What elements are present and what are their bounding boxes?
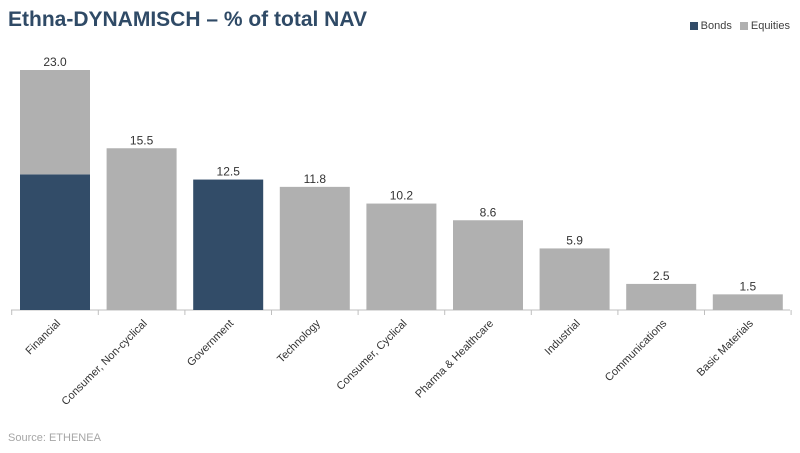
legend-item-equities: Equities	[739, 20, 790, 32]
bar-equities-pharma-and-healthcare	[453, 220, 523, 310]
legend-swatch-bonds	[689, 22, 698, 30]
data-label-financial: 23.0	[43, 55, 67, 69]
x-tick-label-consumer-cyclical: Consumer, Cyclical	[334, 318, 409, 393]
legend-label-bonds: Bonds	[700, 20, 732, 32]
bar-equities-consumer-cyclical	[366, 203, 437, 310]
bar-equities-basic-materials	[712, 294, 783, 310]
legend-swatch-equities	[739, 22, 748, 30]
data-label-technology: 11.8	[304, 172, 327, 186]
data-label-basic-materials: 1.5	[739, 279, 756, 293]
x-tick-label-government: Government	[185, 318, 236, 369]
bar-equities-industrial	[539, 248, 610, 310]
legend-item-bonds: Bonds	[689, 20, 732, 32]
source-note: Source: ETHENEA	[8, 432, 101, 444]
x-tick-label-technology: Technology	[275, 317, 323, 365]
bar-equities-financial	[20, 70, 90, 175]
x-tick-label-basic-materials: Basic Materials	[695, 317, 757, 379]
x-tick-label-consumer-non-cyclical: Consumer, Non-cyclical	[60, 318, 150, 408]
x-tick-label-financial: Financial	[24, 318, 64, 358]
data-label-communications: 2.5	[653, 269, 670, 283]
legend-label-equities: Equities	[750, 20, 790, 32]
data-label-consumer-cyclical: 10.2	[390, 189, 414, 203]
data-label-pharma-and-healthcare: 8.6	[480, 205, 497, 219]
bar-equities-technology	[279, 186, 350, 310]
legend: Bonds Equities	[689, 20, 790, 32]
chart-title: Ethna-DYNAMISCH – % of total NAV	[8, 8, 367, 31]
data-label-industrial: 5.9	[566, 233, 583, 247]
bar-bonds-financial	[20, 174, 90, 310]
x-tick-label-industrial: Industrial	[543, 318, 583, 358]
data-label-consumer-non-cyclical: 15.5	[130, 133, 154, 147]
x-tick-label-pharma-and-healthcare: Pharma & Healthcare	[413, 318, 496, 401]
bar-equities-consumer-non-cyclical	[106, 148, 177, 310]
x-tick-label-communications: Communications	[603, 317, 670, 384]
bar-equities-communications	[626, 283, 697, 310]
bar-bonds-government	[193, 179, 264, 310]
data-label-government: 12.5	[217, 165, 241, 179]
